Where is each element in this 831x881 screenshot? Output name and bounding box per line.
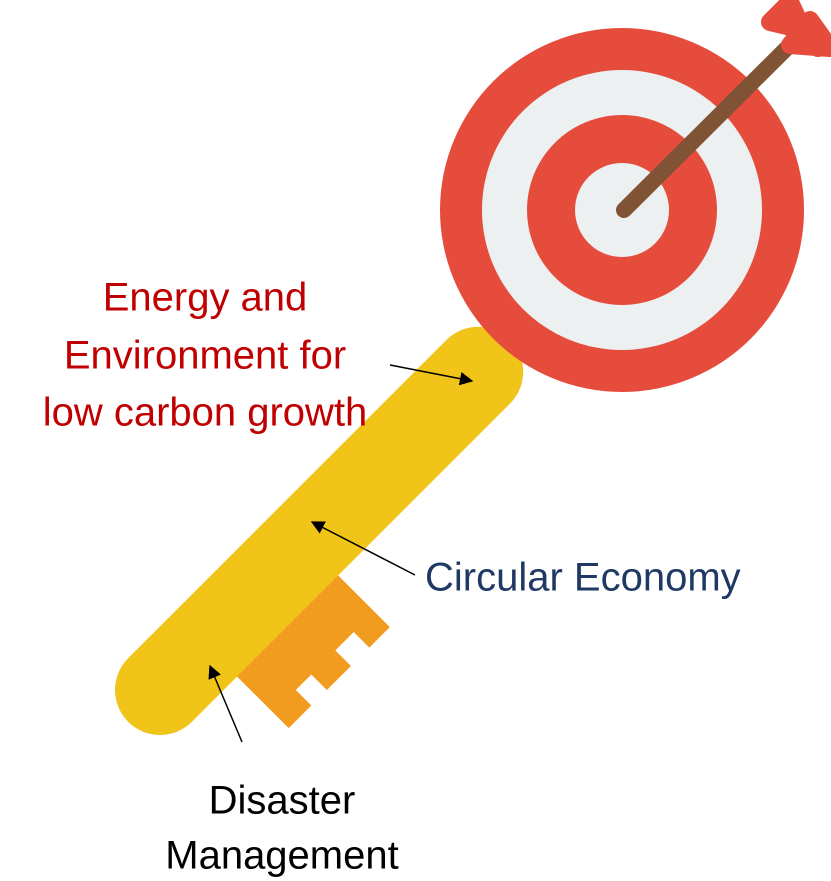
arrow-fletching — [770, 2, 830, 48]
diagram: Energy and Environment for low carbon gr… — [0, 0, 831, 881]
label-line: Environment for — [64, 334, 346, 378]
label-line: Disaster — [209, 779, 356, 823]
label-line: Circular Economy — [425, 556, 741, 600]
label-line: Management — [165, 834, 398, 878]
page: {"labels": [ {"lines": ["Energy and", "E… — [0, 0, 831, 881]
label-line: Energy and — [103, 276, 308, 320]
label-line: low carbon growth — [43, 391, 368, 435]
